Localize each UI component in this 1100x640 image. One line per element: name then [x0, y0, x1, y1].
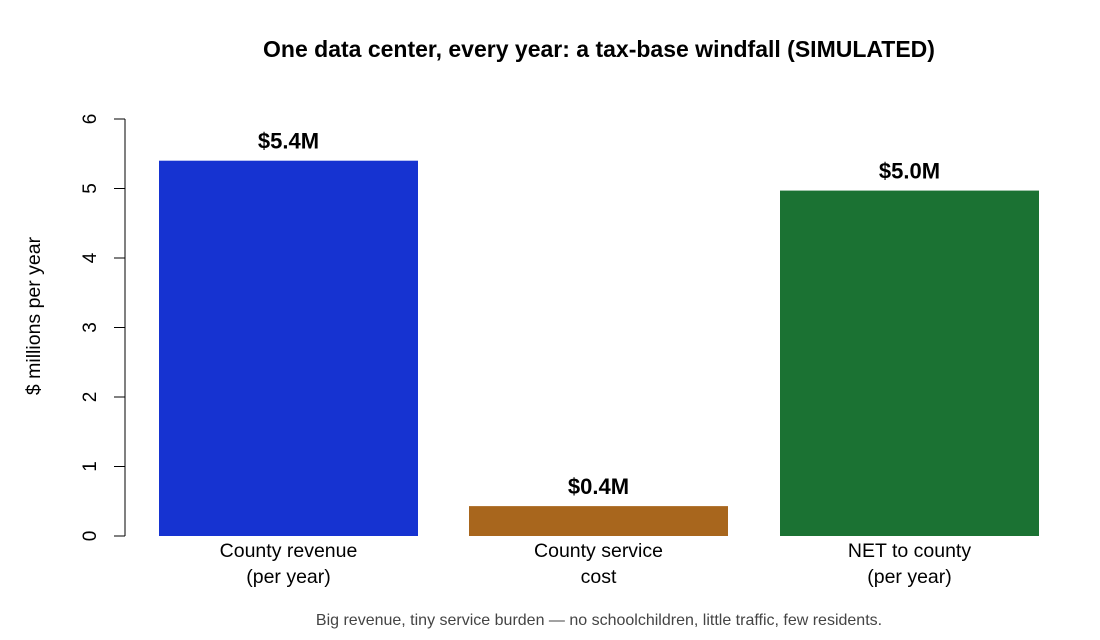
y-tick-label: 6: [80, 114, 101, 125]
bar: [159, 160, 418, 536]
y-tick-label: 0: [80, 531, 101, 542]
chart-title: One data center, every year: a tax-base …: [263, 36, 935, 62]
y-tick-label: 2: [80, 392, 101, 403]
y-axis-label: $ millions per year: [23, 236, 45, 395]
x-category-label: NET to county: [848, 540, 971, 562]
bars: [159, 160, 1039, 536]
category-labels: County revenue (per year) County service co…: [220, 540, 972, 588]
x-category-label: County service: [534, 540, 663, 562]
bar-value-label: $5.4M: [258, 129, 319, 154]
x-category-label: (per year): [246, 566, 331, 588]
y-tick-label: 4: [80, 252, 101, 263]
chart-caption: Big revenue, tiny service burden — no sc…: [316, 612, 882, 629]
x-category-label: County revenue: [220, 540, 358, 562]
bar: [780, 190, 1039, 536]
y-tick-label: 3: [80, 322, 101, 333]
y-tick-label: 1: [80, 461, 101, 472]
y-axis: 0 1 2 3 4 5 6: [80, 114, 126, 542]
x-category-label: cost: [581, 566, 617, 588]
bar-value-label: $0.4M: [568, 474, 629, 499]
y-tick-label: 5: [80, 183, 101, 194]
bar: [469, 506, 728, 536]
bar-value-label: $5.0M: [879, 159, 940, 184]
value-labels: $5.4M $0.4M $5.0M: [258, 129, 940, 499]
x-category-label: (per year): [867, 566, 952, 588]
